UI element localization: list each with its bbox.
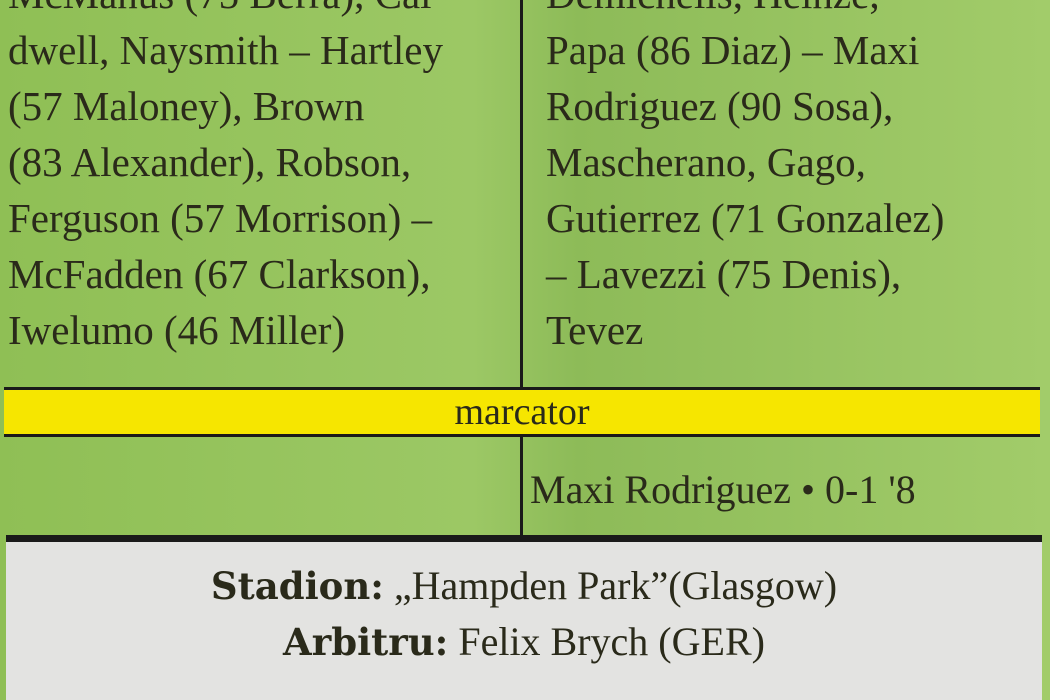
stadium-value: „Hampden Park”(Glasgow)	[393, 563, 838, 608]
stadium-line: Stadion: „Hampden Park”(Glasgow)	[6, 558, 1042, 614]
lineup-line: Gutierrez (71 Gonzalez)	[546, 195, 945, 241]
match-info: Stadion: „Hampden Park”(Glasgow) Arbitru…	[6, 535, 1042, 700]
stadium-label: Stadion:	[210, 564, 384, 608]
column-divider	[520, 437, 523, 535]
lineup-line: Iwelumo (46 Miller)	[8, 307, 346, 353]
away-lineup: Demichelis, Heinze, Papa (86 Diaz) – Maxi…	[546, 0, 1046, 358]
referee-label: Arbitru:	[283, 620, 449, 664]
referee-line: Arbitru: Felix Brych (GER)	[6, 614, 1042, 670]
lineup-line: Ferguson (57 Morrison) –	[8, 195, 433, 241]
lineup-line: (57 Maloney), Brown	[8, 83, 365, 129]
lineup-line: Demichelis, Heinze,	[546, 0, 1046, 22]
lineup-line: McFadden (67 Clarkson),	[8, 251, 431, 297]
scorer: Maxi Rodriguez • 0-1 '8	[530, 467, 916, 512]
lineup-line: Tevez	[546, 307, 644, 353]
lineup-line: McManus (75 Berra), Cal-	[8, 0, 518, 22]
scorers-heading: marcator	[4, 387, 1040, 437]
lineup-line: Mascherano, Gago,	[546, 139, 866, 185]
lineup-line: – Lavezzi (75 Denis),	[546, 251, 902, 297]
lineup-line: (83 Alexander), Robson,	[8, 139, 412, 185]
lineup-line: dwell, Naysmith – Hartley	[8, 27, 443, 73]
lineup-line: Papa (86 Diaz) – Maxi	[546, 27, 920, 73]
home-lineup: McManus (75 Berra), Cal-dwell, Naysmith …	[8, 0, 518, 358]
lineup-line: Rodriguez (90 Sosa),	[546, 83, 894, 129]
column-divider	[520, 0, 523, 387]
away-scorers: Maxi Rodriguez • 0-1 '8	[530, 465, 916, 515]
referee-value: Felix Brych (GER)	[458, 619, 765, 664]
